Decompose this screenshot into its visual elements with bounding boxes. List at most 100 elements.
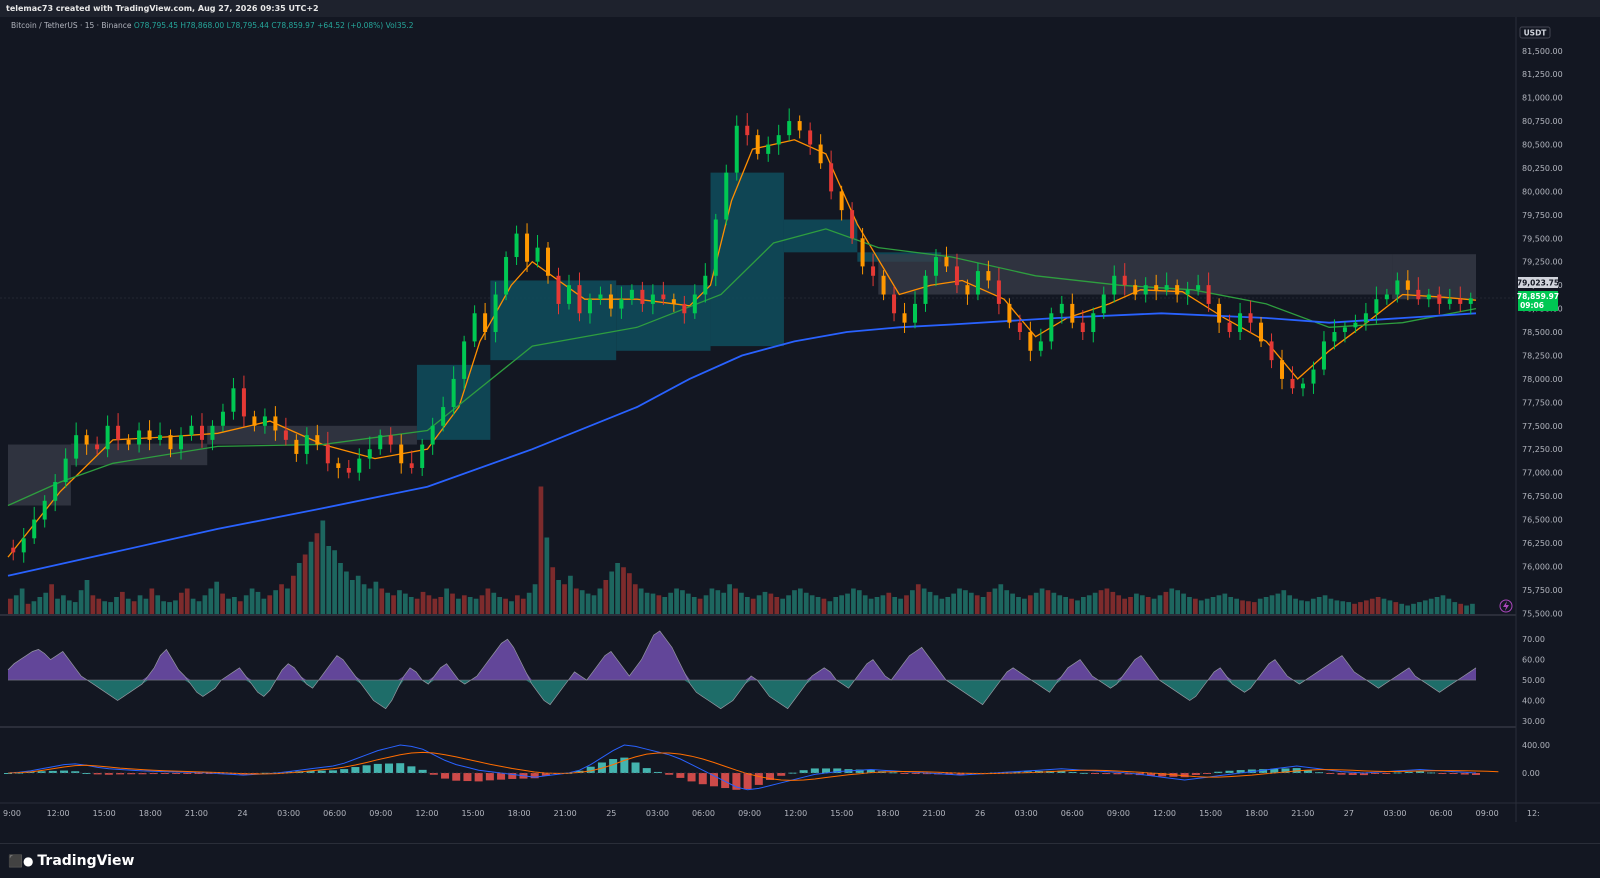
macd-histogram-bar [4,773,12,774]
volume-bar [632,584,638,614]
volume-bar [532,584,538,614]
volume-bar [344,571,349,614]
candle-body [199,425,204,440]
candle-body [839,191,844,211]
price-tick-label: 80,000.00 [1522,187,1563,196]
volume-bar [1328,598,1334,614]
volume-bar [379,588,385,614]
macd-histogram-bar [1281,768,1290,773]
symbol-legend[interactable]: Bitcoin / TetherUS · 15 · Binance O78,79… [11,21,414,30]
volume-bar [367,588,373,614]
volume-bar [414,598,420,614]
volume-bar [1004,590,1010,614]
volume-bar [332,550,337,614]
macd-histogram-bar [452,773,461,781]
volume-bar [1240,600,1245,614]
tradingview-logo-icon: ⬛● [8,854,34,868]
volume-bar [803,592,809,614]
volume-bar [727,584,732,614]
volume-bar [1228,597,1234,614]
time-axis[interactable]: 9:00 12:00 15:00 18:00 21:00 24 03:00 06:00 09:0… [0,802,1600,818]
volume-bar [715,590,721,614]
volume-bar [1051,592,1057,614]
candle-body [766,144,771,154]
volume-bar [243,595,249,614]
time-tick-label: 12:00 [415,809,438,818]
price-axis[interactable]: 81,500.00 81,250.00 81,000.00 80,750.00 80,5… [1522,47,1563,778]
candle-body [703,275,708,295]
candle-body [220,411,225,426]
macd-histogram-bar [743,773,752,790]
macd-histogram-bar [1079,772,1088,774]
macd-histogram-bar [1180,773,1189,778]
brand-logo[interactable]: ⬛● TradingView [8,853,134,869]
macd-histogram-bar [340,769,349,773]
price-tick-label: 76,750.00 [1522,492,1563,501]
price-tick-label: 76,000.00 [1522,562,1563,571]
volume-bar [1104,588,1110,614]
lightning-icon[interactable] [1499,599,1513,613]
candle-body [378,435,383,450]
candle-body [619,299,624,309]
volume-bar [762,591,768,614]
volume-bar [432,598,438,614]
macd-histogram-bar [631,762,640,773]
macd-histogram-bar [1415,771,1424,773]
volume-bar [1080,597,1086,614]
last-price: 78,859.97 [1517,292,1559,301]
volume-bar [585,593,591,614]
macd-histogram-bar [956,773,965,775]
candle-body [1426,294,1431,300]
chart-title: telemac73 created with TradingView.com, … [6,4,319,13]
symbol-name[interactable]: Bitcoin / TetherUS · 15 · Binance [11,21,132,30]
candle-body [1332,332,1337,342]
macd-line [7,744,1477,791]
volume-bar [173,600,178,614]
candle-body [923,275,928,304]
volume-bar [461,595,467,614]
candle-body [504,257,509,295]
volume-bar [25,603,31,614]
candle-body [661,294,666,300]
candle-body [252,416,257,426]
candle-body [1416,289,1421,300]
candle-body [797,121,802,131]
volume-bar [1098,590,1104,614]
volume-bar [815,597,821,614]
volume-bar [774,597,780,614]
volume-bar [1022,598,1027,614]
volume-bar [1470,603,1475,614]
candle-body [126,439,131,445]
volume-bar [650,593,656,614]
macd-histogram-bar [1348,773,1357,775]
currency-badge[interactable]: USDT [1524,29,1548,38]
candle-body [1468,298,1473,304]
volume-bar [739,592,744,614]
trading-chart[interactable]: 81,500.00 81,250.00 81,000.00 80,750.00 80,5… [0,17,1600,843]
macd-histogram-bar [721,773,730,789]
macd-histogram-bar [1225,770,1234,773]
candle-body [325,444,330,464]
candle-body [210,425,215,440]
macd-histogram-bar [1427,772,1436,774]
volume-bar [1257,598,1263,614]
volume-bar [473,598,479,614]
volume-bar [232,597,237,614]
gray-cloud-band [70,443,208,466]
candle-body [965,285,970,295]
candle-body [168,435,173,450]
volume-bar [1411,603,1416,614]
candle-body [713,219,718,276]
volume-bar [756,595,762,614]
currency-badge-box[interactable] [1519,26,1551,39]
candle-body [881,275,886,295]
candle-body [818,144,823,164]
volume-bar [355,575,361,614]
volume-bar [285,588,290,614]
volume-bar [1045,590,1051,614]
macd-histogram-bar [1337,773,1346,775]
volume-bar [120,591,125,614]
high-value: H78,868.00 [180,21,225,30]
volume-bar [862,595,868,614]
volume-bar [137,595,143,614]
